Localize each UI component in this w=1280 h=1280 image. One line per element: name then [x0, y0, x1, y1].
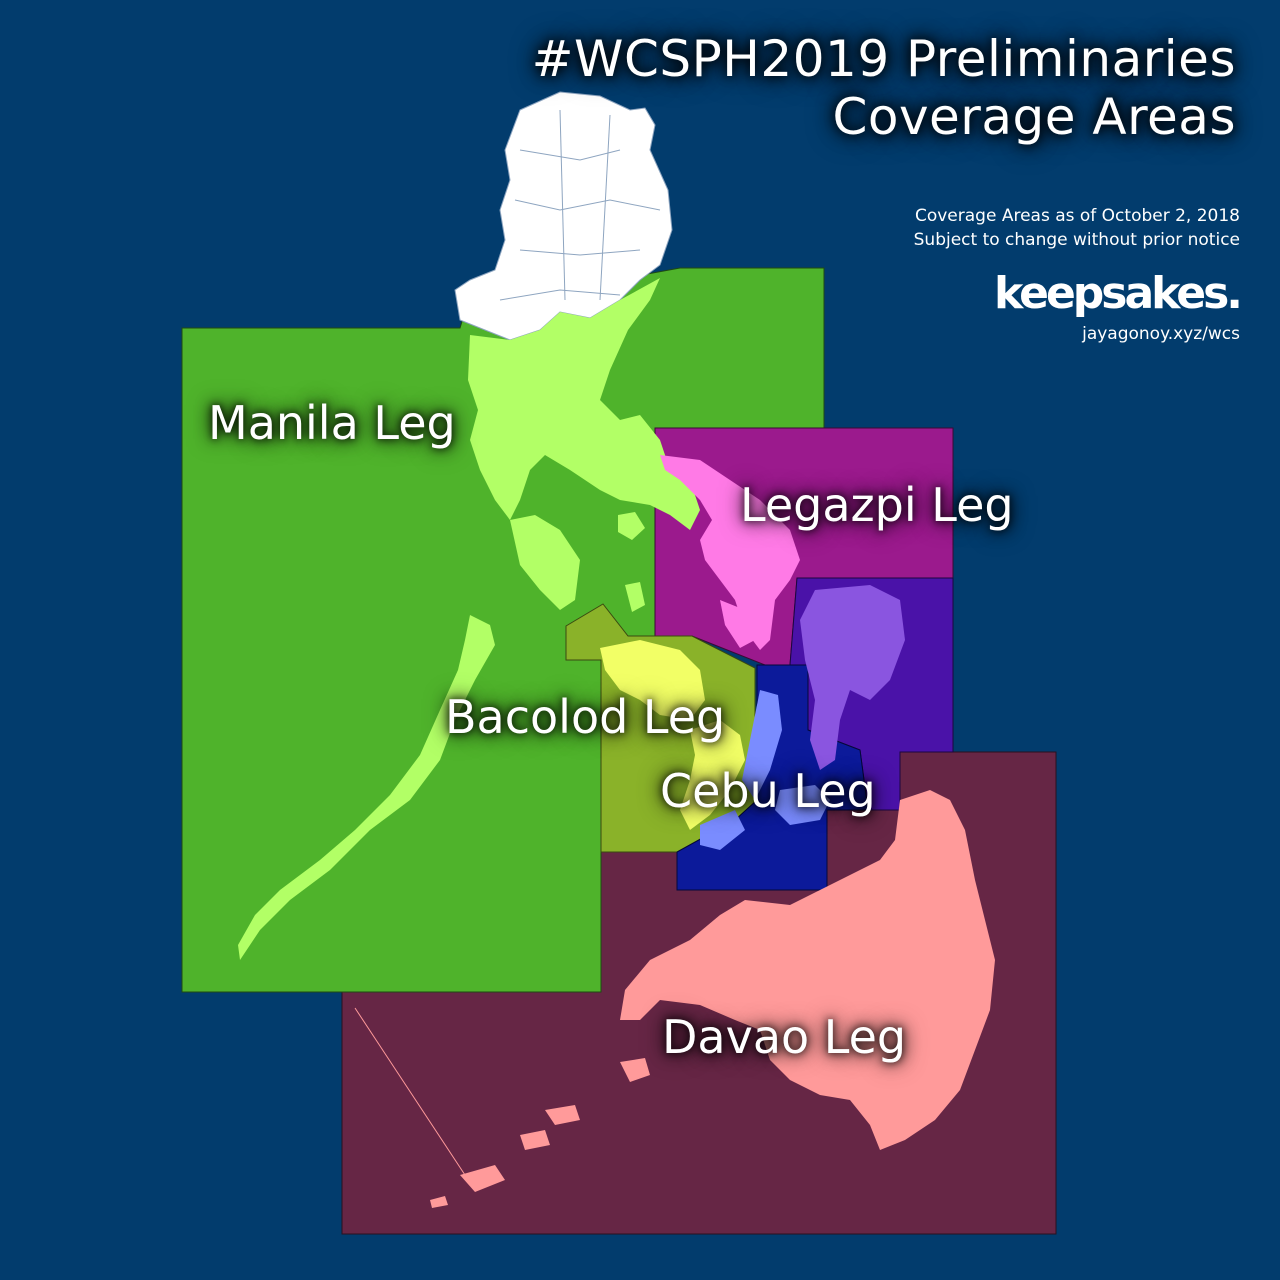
title-line-1: #WCSPH2019 Preliminaries — [531, 30, 1236, 88]
bohol-land — [775, 785, 830, 825]
map-title: #WCSPH2019 Preliminaries Coverage Areas — [532, 30, 1236, 146]
romblon-land — [625, 582, 645, 612]
panay-land — [600, 640, 705, 720]
samar-leyte-land — [800, 585, 905, 770]
marinduque-land — [618, 512, 645, 540]
title-line-2: Coverage Areas — [832, 88, 1236, 146]
cebu-land — [742, 690, 782, 800]
davao-leg-label: Davao Leg — [662, 1010, 907, 1064]
negros-land — [680, 720, 745, 830]
siquijor-negros-oriental-land — [700, 810, 745, 850]
palawan-land — [238, 615, 495, 960]
map-subtitle: Coverage Areas as of October 2, 2018 Sub… — [914, 204, 1240, 252]
subtitle-line-2: Subject to change without prior notice — [913, 230, 1240, 250]
central-luzon-land — [468, 278, 700, 530]
subtitle-line-1: Coverage Areas as of October 2, 2018 — [914, 206, 1240, 226]
source-url: jayagonoy.xyz/wcs — [1082, 324, 1240, 344]
brand-logo: keepsakes. — [994, 268, 1243, 319]
sulu-islands — [430, 1058, 650, 1208]
bacolod-leg-label: Bacolod Leg — [445, 690, 726, 744]
manila-leg-label: Manila Leg — [208, 396, 456, 450]
bicol-land — [660, 455, 800, 650]
legazpi-leg-label: Legazpi Leg — [740, 478, 1014, 532]
mindoro-land — [510, 515, 580, 610]
northern-luzon-borders — [499, 109, 661, 301]
masbate-land — [720, 600, 755, 648]
cebu-leg-label: Cebu Leg — [660, 764, 876, 818]
mindanao-land — [620, 790, 995, 1150]
boundary-line — [354, 1007, 466, 1176]
